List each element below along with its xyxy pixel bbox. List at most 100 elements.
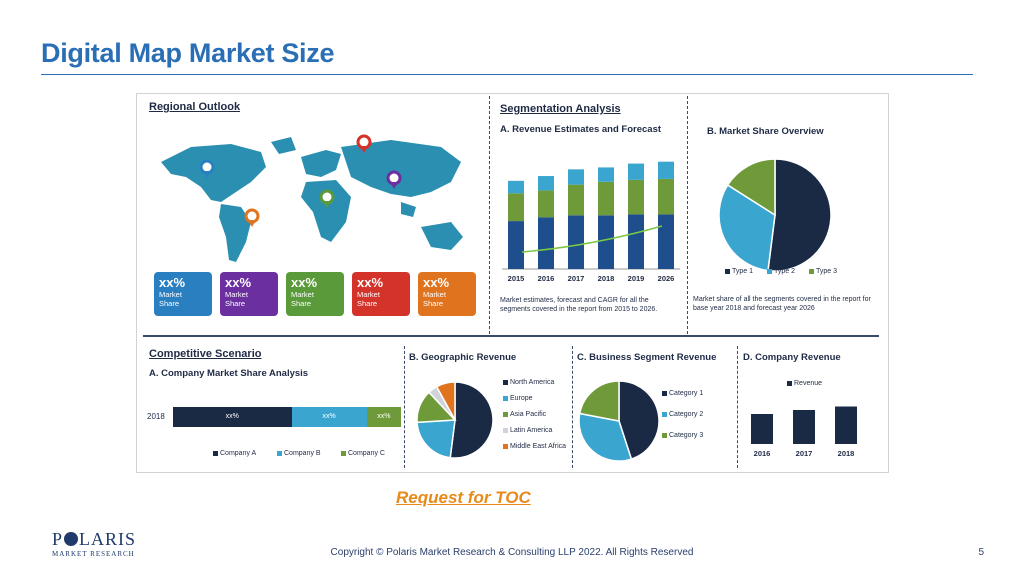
bar <box>568 215 584 269</box>
market-share-label: Market <box>225 290 248 299</box>
company-share-segment: xx% <box>173 407 292 427</box>
tick-label: 2019 <box>628 274 645 283</box>
pie-slice <box>767 158 832 272</box>
legend-label: Company B <box>284 450 321 457</box>
map-pin-icon <box>244 208 260 227</box>
legend-label: Latin America <box>510 427 553 434</box>
market-share-percent: xx% <box>357 275 384 290</box>
cagr-trend-line <box>521 225 663 253</box>
market-share-label: Market <box>291 290 314 299</box>
company-share-segment: xx% <box>291 407 367 427</box>
bar <box>751 414 773 444</box>
legend-swatch <box>662 432 667 438</box>
request-toc-link[interactable]: Request for TOC <box>396 488 531 507</box>
legend-swatch <box>503 379 508 385</box>
tick-label: 2017 <box>568 274 585 283</box>
page-number: 5 <box>978 547 984 558</box>
revenue-forecast-caption: Market estimates, forecast and CAGR for … <box>500 297 658 313</box>
revenue-forecast-chart: 2015 2016 2017 2018 2019 2026 <box>502 161 680 283</box>
legend-label: Type 2 <box>774 268 796 275</box>
bar <box>658 161 674 179</box>
geographic-legend-item: Middle East Africa <box>503 443 573 450</box>
map-pin-icon <box>319 189 335 208</box>
bar <box>658 214 674 269</box>
market-share-box: xx% Market Share <box>220 272 278 316</box>
compass-icon <box>64 532 79 546</box>
pie-slice <box>416 419 456 459</box>
legend-swatch <box>787 380 792 386</box>
pie-slice <box>618 380 660 460</box>
infographic-image: Regional Outlook xx% Market Share xx% Market… <box>136 93 889 473</box>
market-share-label: Share <box>423 299 444 308</box>
geographic-revenue-title: B. Geographic Revenue <box>409 352 517 363</box>
geographic-revenue-pie <box>416 381 494 459</box>
geographic-legend-item: Asia Pacific <box>503 411 573 418</box>
legend-swatch <box>503 411 508 417</box>
market-share-caption: Market share of all the segments covered… <box>693 296 871 312</box>
business-segment-legend-item: Category 1 <box>662 390 732 397</box>
map-pin-icon <box>386 170 402 189</box>
business-segment-pie <box>578 380 660 462</box>
legend-swatch <box>662 411 667 417</box>
legend-label: Company A <box>220 450 257 457</box>
tick-label: 2016 <box>538 274 555 283</box>
market-share-label: Share <box>291 299 312 308</box>
legend-swatch <box>503 443 508 449</box>
market-share-box: xx% Market Share <box>418 272 476 316</box>
tick-label: 2017 <box>796 449 813 458</box>
pie-slice <box>578 380 620 422</box>
tick-label: 2015 <box>508 274 525 283</box>
geographic-legend-item: Europe <box>503 395 573 402</box>
divider <box>737 346 738 468</box>
logo-wordmark: P LARIS <box>52 529 137 549</box>
tick-label: 2018 <box>838 449 855 458</box>
divider <box>687 96 688 334</box>
map-pin-icon <box>199 159 215 178</box>
legend-label: Type 3 <box>816 268 838 275</box>
market-share-legend-item: Type 2 <box>767 268 795 275</box>
world-map-icon <box>161 137 463 262</box>
revenue-forecast-title: A. Revenue Estimates and Forecast <box>500 124 662 135</box>
bar <box>508 221 524 269</box>
legend-label: Europe <box>510 395 533 402</box>
slide-title: Digital Map Market Size <box>41 38 335 68</box>
legend-label: Middle East Africa <box>510 443 567 450</box>
legend-label: Category 2 <box>669 411 704 418</box>
market-share-legend-item: Type 1 <box>725 268 753 275</box>
competitive-scenario-title: Competitive Scenario <box>149 348 262 360</box>
copyright-text: Copyright © Polaris Market Research & Co… <box>330 547 694 558</box>
bar <box>835 406 857 444</box>
legend-swatch <box>341 450 346 456</box>
bar <box>598 167 614 182</box>
business-segment-legend-item: Category 2 <box>662 411 732 418</box>
geographic-legend-item: North America <box>503 379 573 386</box>
business-segment-title: C. Business Segment Revenue <box>577 352 717 363</box>
market-share-percent: xx% <box>423 275 450 290</box>
legend-swatch <box>767 268 772 274</box>
market-share-box: xx% Market Share <box>154 272 212 316</box>
company-revenue-legend-item: Revenue <box>787 380 822 387</box>
tick-label: 2026 <box>658 274 675 283</box>
market-share-legend-item: Type 3 <box>809 268 837 275</box>
legend-label: Asia Pacific <box>510 411 547 418</box>
legend-swatch <box>662 390 667 396</box>
bar <box>628 214 644 269</box>
legend-label: Type 1 <box>732 268 754 275</box>
divider <box>143 335 879 337</box>
pie-slice <box>435 381 456 421</box>
market-share-percent: xx% <box>291 275 318 290</box>
bar <box>538 176 554 191</box>
company-share-segment: xx% <box>366 407 401 427</box>
legend-label: Category 1 <box>669 390 704 397</box>
market-share-overview-title: B. Market Share Overview <box>707 126 824 137</box>
geographic-legend-item: Latin America <box>503 427 573 434</box>
legend-label: Revenue <box>794 380 823 387</box>
bar <box>793 410 815 444</box>
legend-swatch <box>503 395 508 401</box>
company-share-bar: xx% xx% xx% <box>173 407 401 427</box>
bar <box>658 178 674 215</box>
market-share-label: Share <box>159 299 180 308</box>
bar <box>598 181 614 216</box>
legend-label: North America <box>510 379 555 386</box>
